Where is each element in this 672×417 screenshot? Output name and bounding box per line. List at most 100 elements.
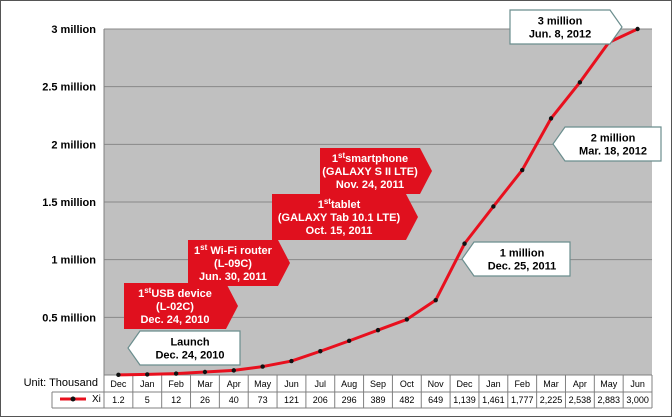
callout-text: (GALAXY S II LTE) [322, 166, 418, 178]
data-point [231, 368, 236, 373]
callout-text: 1stsmartphone [332, 151, 408, 165]
table-cell-value: 296 [342, 395, 357, 405]
y-tick-label: 1.5 million [42, 197, 96, 209]
callout-text: 1sttablet [318, 197, 361, 211]
x-tick-label: Nov [428, 379, 445, 389]
table-cell-value: 12 [171, 395, 181, 405]
x-tick-label: Sep [370, 379, 386, 389]
x-tick-label: Aug [341, 379, 357, 389]
x-tick-label: Jan [486, 379, 501, 389]
callout-text: Nov. 24, 2011 [336, 179, 404, 191]
callout-red: 1stUSB device(L-02C)Dec. 24, 2010 [124, 283, 238, 329]
callout-text: (L-02C) [156, 301, 194, 313]
data-point [577, 80, 583, 85]
table-cell-value: 2,538 [569, 395, 592, 405]
callout-text: 1st Wi-Fi router [194, 243, 273, 257]
callout-shape [124, 283, 238, 329]
table-cell-value: 649 [428, 395, 443, 405]
callout-text: Launch [170, 337, 209, 349]
data-point [635, 26, 640, 32]
callout-text: Jun. 8, 2012 [529, 29, 591, 41]
data-point [548, 116, 554, 121]
callout-text: Dec. 25, 2011 [488, 261, 557, 273]
callout-text: 2 million [591, 133, 636, 145]
callout-shape [509, 9, 623, 45]
callout-text: (GALAXY Tab 10.1 LTE) [278, 212, 401, 224]
series-points [116, 26, 640, 378]
callout-text: (L-09C) [214, 258, 252, 270]
data-point [375, 327, 381, 333]
x-tick-label: Feb [168, 379, 184, 389]
callout-shape [461, 241, 571, 277]
table-cell-value: 1.2 [112, 395, 125, 405]
x-tick-label: Jan [140, 379, 155, 389]
x-tick-label: Jul [315, 379, 327, 389]
x-tick-label: Dec [110, 379, 127, 389]
callout-text: Dec. 24, 2010 [155, 350, 224, 362]
y-axis: 0.5 million 1 million 1.5 million 2 million… [42, 24, 105, 375]
table-cell-value: 1,777 [511, 395, 534, 405]
x-tick-label: May [254, 379, 272, 389]
callout-shape [127, 330, 241, 366]
y-tick-label: 1 million [51, 255, 96, 267]
legend-marker [70, 396, 76, 402]
y-tick-label: 3 million [51, 24, 96, 36]
callout-text: Jun. 30, 2011 [199, 271, 267, 283]
x-tick-label: Apr [573, 379, 587, 389]
data-point [520, 167, 525, 173]
data-point [116, 372, 121, 378]
data-point [260, 364, 265, 369]
x-tick-label: Jun [630, 379, 645, 389]
table-cell-value: 2,883 [597, 395, 620, 405]
callout-text: 3 million [538, 16, 583, 28]
y-tick-label: 0.5 million [42, 312, 96, 324]
table-cell-value: 73 [258, 395, 268, 405]
data-table: Unit: Thousand Xi Dec 1.2 Jan 5 Feb 12 Mar 26 Ap… [24, 374, 653, 409]
data-point [462, 241, 467, 246]
data-point [145, 372, 150, 377]
x-tick-label: Mar [543, 379, 559, 389]
callout-text: 1stUSB device [138, 286, 212, 300]
callout-red: 1st Wi-Fi router(L-09C)Jun. 30, 2011 [188, 240, 290, 286]
table-cell-value: 1,139 [453, 395, 476, 405]
table-cell-value: 3,000 [626, 395, 649, 405]
table-cell-value: 26 [200, 395, 210, 405]
callout-red: 1stsmartphone(GALAXY S II LTE)Nov. 24, 2… [320, 148, 432, 194]
table-cell-value: 1,461 [482, 395, 505, 405]
data-point [289, 358, 294, 364]
data-point [404, 317, 410, 322]
data-point [202, 369, 208, 375]
table-cell-value: 482 [399, 395, 414, 405]
y-tick-label: 2 million [51, 139, 96, 151]
x-tick-label: May [600, 379, 618, 389]
x-tick-label: Apr [227, 379, 241, 389]
table-cell-value: 5 [145, 395, 150, 405]
x-tick-label: Feb [514, 379, 530, 389]
callout-red: 1sttablet(GALAXY Tab 10.1 LTE)Oct. 15, 2… [272, 194, 418, 240]
x-tick-label: Dec [457, 379, 474, 389]
table-cell-value: 40 [229, 395, 239, 405]
unit-label: Unit: Thousand [24, 377, 98, 389]
callout-text: Mar. 18, 2012 [579, 146, 647, 158]
data-point [173, 371, 179, 376]
table-cell-value: 2,225 [540, 395, 563, 405]
callout-text: 1 million [500, 248, 545, 260]
y-tick-label: 2.5 million [42, 82, 96, 94]
callout-shape [272, 194, 418, 240]
callout-shape [188, 240, 290, 286]
x-tick-label: Oct [400, 379, 415, 389]
data-point [491, 204, 496, 209]
callout-text: Dec. 24, 2010 [140, 314, 209, 326]
callout-text: Oct. 15, 2011 [306, 225, 373, 237]
data-point [346, 338, 352, 344]
data-point [318, 349, 323, 354]
x-tick-label: Mar [197, 379, 213, 389]
x-tick-label: Jun [284, 379, 299, 389]
table-cell-value: 389 [370, 395, 385, 405]
callout-shape [320, 148, 432, 194]
table-cell-value: 206 [313, 395, 328, 405]
